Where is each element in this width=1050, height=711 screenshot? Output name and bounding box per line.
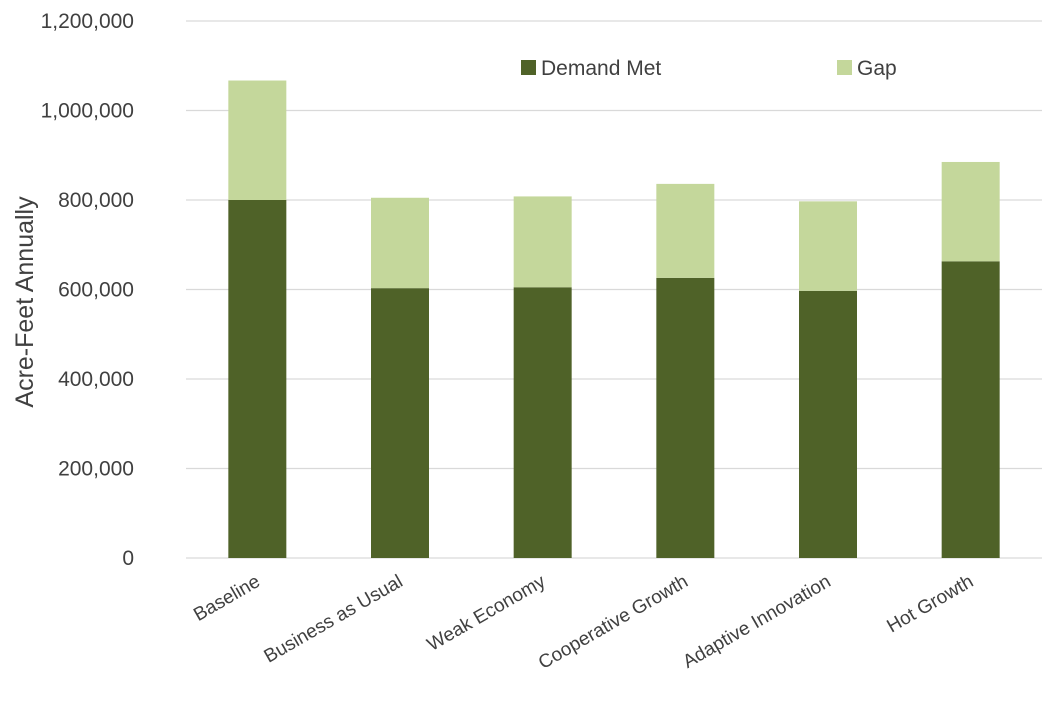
bar-demand-met: [371, 288, 429, 558]
legend-swatch: [837, 60, 852, 75]
x-tick-label: Weak Economy: [424, 571, 550, 656]
bar-gap: [941, 161, 1000, 262]
y-axis-title: Acre-Feet Annually: [11, 196, 39, 408]
y-tick-label: 400,000: [58, 368, 134, 391]
bar-demand-met: [513, 287, 572, 558]
legend-label: Demand Met: [541, 57, 661, 80]
x-tick-label: Hot Growth: [883, 571, 977, 637]
bar-demand-met: [656, 277, 715, 558]
bar-demand-met: [799, 290, 857, 558]
legend-swatch: [521, 60, 536, 75]
bar-gap: [656, 183, 715, 278]
bar-gap: [371, 197, 429, 289]
x-tick-label: Adaptive Innovation: [679, 571, 834, 673]
bars: [228, 80, 1000, 558]
bar-gap: [513, 196, 572, 288]
bar-demand-met: [228, 200, 287, 558]
legend: Demand Met Gap: [521, 57, 897, 80]
y-tick-label: 200,000: [58, 458, 134, 481]
y-tick-label: 1,200,000: [41, 10, 134, 33]
x-tick-label: Business as Usual: [261, 571, 407, 667]
y-tick-label: 600,000: [58, 279, 134, 302]
bar-gap: [228, 80, 287, 200]
bar-gap: [799, 201, 857, 291]
x-tick-label: Cooperative Growth: [535, 571, 692, 674]
y-tick-label: 1,000,000: [41, 100, 134, 123]
bar-demand-met: [941, 261, 1000, 558]
y-tick-label: 800,000: [58, 189, 134, 212]
x-tick-label: Baseline: [190, 571, 264, 626]
gridlines: [186, 20, 1042, 559]
y-axis-tick-labels: 0 200,000 400,000 600,000 800,000 1,000,000 1,…: [41, 10, 134, 570]
y-tick-label: 0: [122, 547, 134, 570]
legend-label: Gap: [857, 57, 897, 80]
